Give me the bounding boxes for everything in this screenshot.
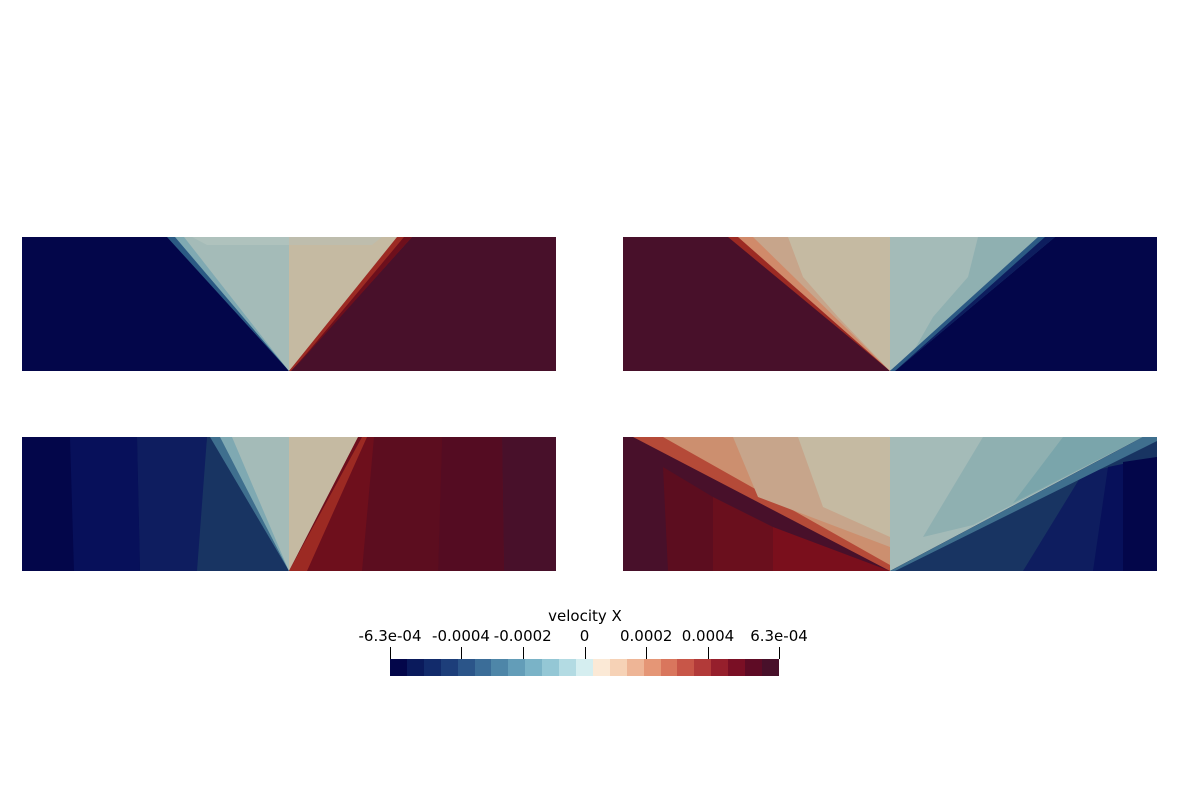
colorbar-tick-mark [390,647,391,659]
colorbar-band [508,659,526,676]
colorbar-band [474,659,492,676]
colorbar-band [390,659,407,676]
colorbar-band [559,659,576,676]
colorbar-tick-label: 0.0002 [619,627,673,645]
colorbar-band [609,659,627,676]
colorbar-tick-label: 0.0004 [681,627,735,645]
colorbar-tick-mark [523,647,524,659]
colorbar-band [423,659,441,676]
colorbar-title: velocity X [548,607,622,625]
colorbar-band [525,659,543,676]
colorbar-tick-mark [461,647,462,659]
colorbar-band [694,659,712,676]
colorbar-tick-label: -0.0004 [432,627,490,645]
colorbar-band [643,659,661,676]
colorbar-tick-mark [585,647,586,659]
colorbar-tick-mark [646,647,647,659]
colorbar: velocity X -6.3e-04 -0.0004 -0.0002 0 0.0002… [350,605,820,680]
colorbar-tick-label: -0.0002 [493,627,552,645]
colorbar-band [626,659,644,676]
colorbar-band [677,659,695,676]
colorbar-band [660,659,678,676]
colorbar-band [592,659,610,676]
colorbar-band [575,659,593,676]
colorbar-band [457,659,475,676]
colorbar-ticks: -6.3e-04 -0.0004 -0.0002 0 0.0002 0.0004 6.3e-… [350,605,820,680]
colorbar-tick-label: 6.3e-04 [750,627,808,645]
colorbar-band [761,659,779,676]
colorbar-band [440,659,458,676]
velocity-field-top-right [623,237,1157,371]
colorbar-band [745,659,762,676]
velocity-field-bottom-left [22,437,556,571]
colorbar-tick-mark [779,647,780,659]
colorbar-band [406,659,424,676]
colorbar-band [728,659,746,676]
colorbar-tick-label: -6.3e-04 [358,627,422,645]
velocity-field-bottom-right [623,437,1157,571]
colorbar-band [491,659,509,676]
velocity-field-top-left [22,237,556,371]
colorbar-band [542,659,560,676]
colorbar-tick-label: 0 [579,627,590,645]
colorbar-tick-mark [708,647,709,659]
colorbar-band [711,659,729,676]
colorbar-gradient [390,659,779,676]
